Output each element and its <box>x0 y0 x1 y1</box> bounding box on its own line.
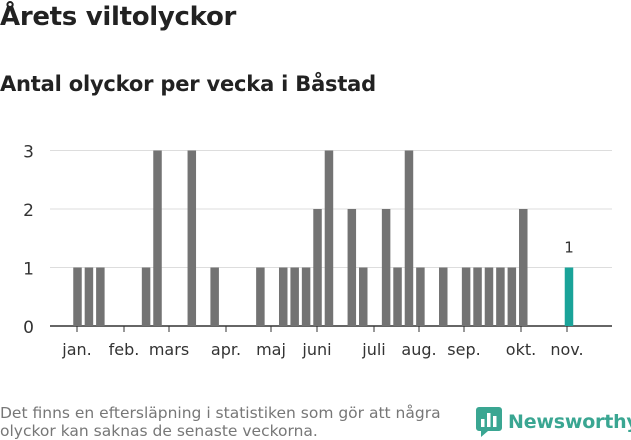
newsworthy-logo: Newsworthy <box>476 407 631 437</box>
bar <box>496 267 505 326</box>
bar <box>141 267 151 326</box>
bar <box>439 267 448 326</box>
bar <box>187 150 197 326</box>
bar <box>210 267 219 326</box>
bar <box>84 267 94 326</box>
chart-subtitle: Antal olyckor per vecka i Båstad <box>0 72 376 96</box>
y-tick-label: 3 <box>23 143 34 163</box>
bar <box>404 150 414 326</box>
bar <box>153 150 162 326</box>
y-tick-label: 0 <box>23 318 34 338</box>
y-tick-label: 2 <box>23 201 34 221</box>
x-tick-label: juni <box>301 340 331 359</box>
bar <box>96 267 105 326</box>
bar <box>73 267 82 326</box>
x-tick-label: feb. <box>109 340 140 359</box>
bar <box>507 267 517 326</box>
bar <box>484 267 494 326</box>
y-tick-label: 1 <box>23 260 34 280</box>
x-tick-label: jan. <box>61 340 91 359</box>
weekly-accidents-bar-chart: 0 1 2 3 1 jan. feb. mars apr. maj juni juli aug. sep.… <box>23 143 612 359</box>
bar <box>473 267 482 326</box>
brand-name: Newsworthy <box>508 411 631 433</box>
bar <box>461 267 471 326</box>
bar <box>313 209 322 326</box>
bar <box>381 209 391 326</box>
x-tick-label: mars <box>149 340 189 359</box>
bar <box>359 267 368 326</box>
x-tick-label: maj <box>256 340 286 359</box>
chart-title: Årets viltolyckor <box>0 2 237 32</box>
data-label: 1 <box>564 239 574 257</box>
x-tick-label: apr. <box>211 340 241 359</box>
footnote: Det finns en eftersläpning i statistiken… <box>0 404 441 440</box>
x-tick-label: sep. <box>447 340 480 359</box>
bar <box>278 267 288 326</box>
bar <box>301 267 311 326</box>
x-tick-label: juli <box>361 340 385 359</box>
highlight-bar <box>564 267 574 326</box>
x-tick-label: nov. <box>550 340 583 359</box>
bar <box>256 267 265 326</box>
bar <box>393 267 402 326</box>
bar <box>347 209 357 326</box>
bar <box>519 209 528 326</box>
x-tick-label: aug. <box>401 340 436 359</box>
bar <box>324 150 334 326</box>
bar <box>416 267 425 326</box>
bar <box>290 267 299 326</box>
x-tick-label: okt. <box>506 340 536 359</box>
bar-chart-speech-icon <box>476 407 502 437</box>
